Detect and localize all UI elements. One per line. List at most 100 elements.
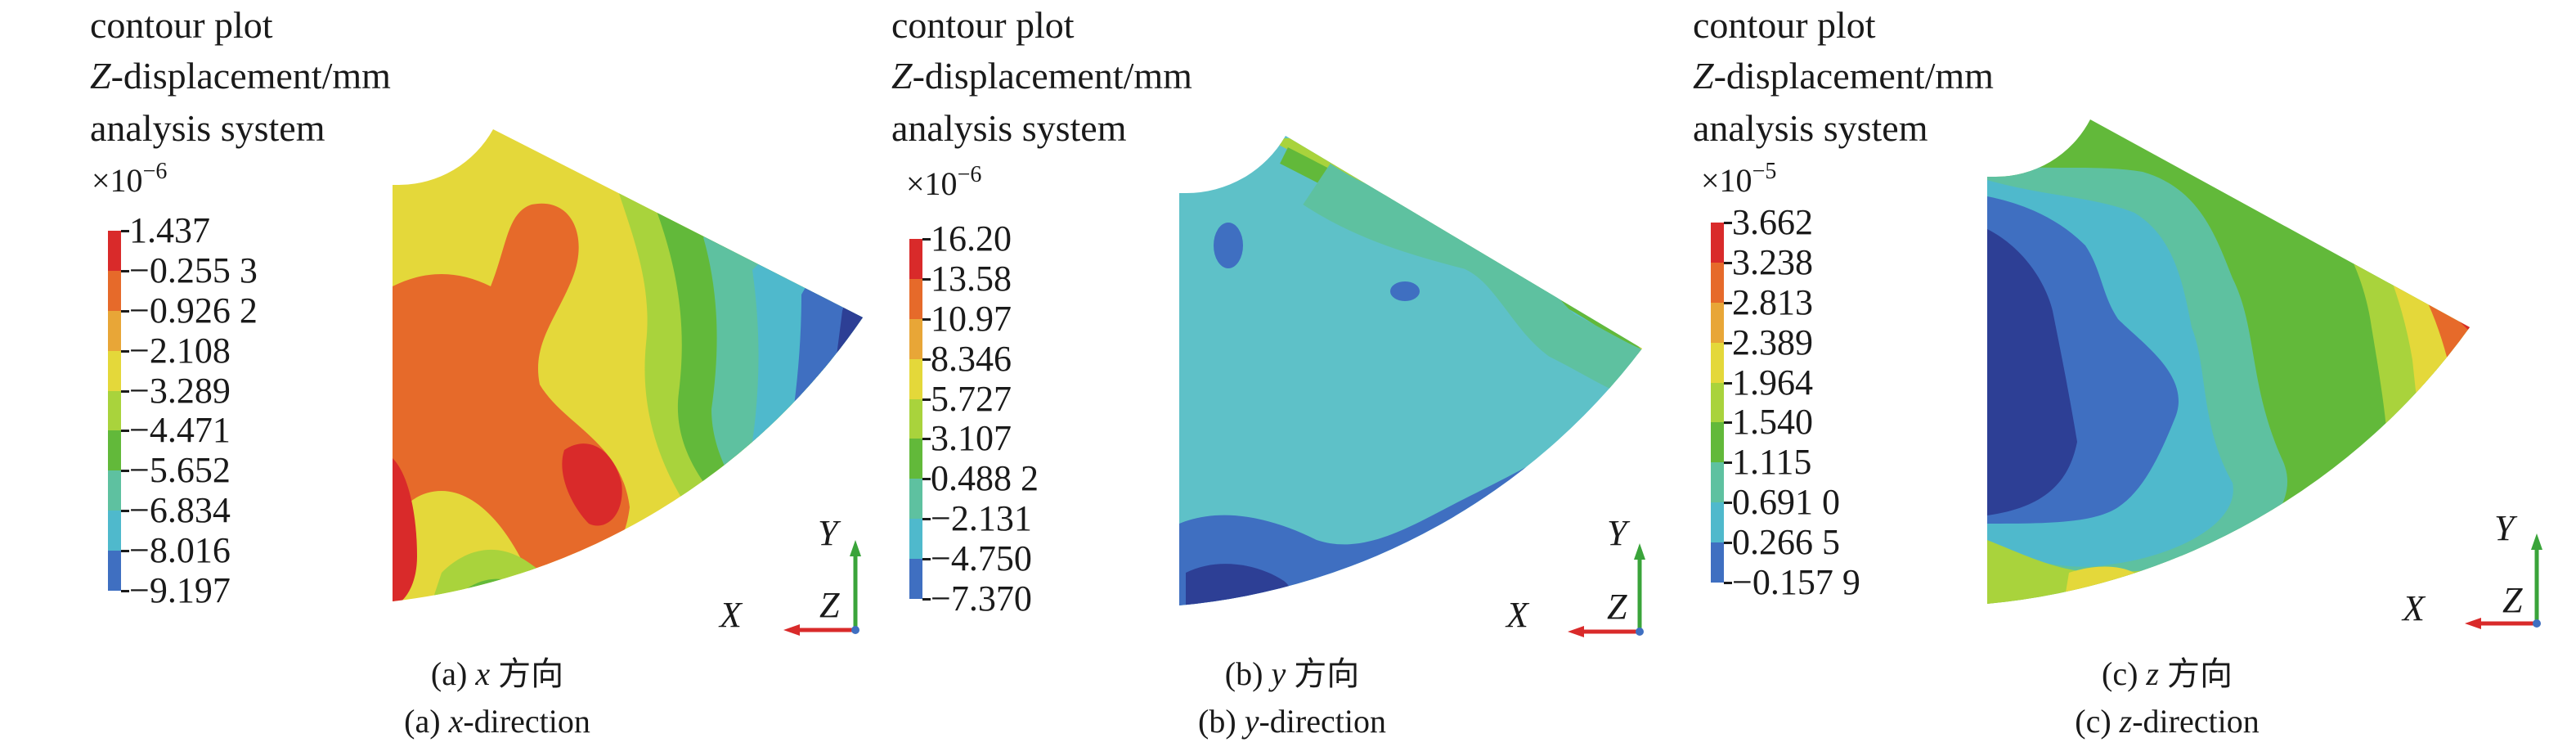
caption-en: (a) x-direction <box>211 705 783 738</box>
legend-color-segment <box>1711 223 1724 263</box>
legend-label: 16.20 <box>931 218 1012 259</box>
header-quantity-rest: -displacement/mm <box>912 55 1192 97</box>
legend-scale-exp: −5 <box>1752 159 1777 184</box>
caption-cn: (a) x 方向 <box>211 658 783 691</box>
band-red <box>1619 315 1642 335</box>
legend-tick <box>1724 261 1732 264</box>
legend-label: −7.370 <box>931 578 1032 619</box>
legend-label: 0.266 5 <box>1732 522 1840 563</box>
caption-cn: (c) z 方向 <box>1881 658 2453 691</box>
caption-en-prefix: (b) <box>1198 703 1245 740</box>
band-darkblue <box>1987 229 2077 515</box>
legend-tick <box>1724 341 1732 344</box>
legend-tick <box>1724 582 1732 584</box>
legend-tick <box>121 430 129 433</box>
axis-triad <box>2465 533 2542 629</box>
legend-color-segment <box>909 358 922 399</box>
axis-x-label: X <box>1506 595 1528 635</box>
legend-tick <box>121 389 129 393</box>
axis-y-label: Y <box>818 513 838 553</box>
legend-color-segment <box>108 270 121 311</box>
legend-label: 3.662 <box>1732 202 1813 242</box>
legend-label: 10.97 <box>931 298 1012 339</box>
legend-scale-base: ×10 <box>906 165 958 202</box>
legend-tick <box>1724 222 1732 224</box>
legend-label: −0.255 3 <box>129 250 258 290</box>
legend-label: −2.108 <box>129 330 231 371</box>
header-title: contour plot <box>90 4 273 46</box>
legend-label: 5.727 <box>931 378 1012 419</box>
legend-color-segment <box>909 278 922 319</box>
legend-tick <box>1724 421 1732 425</box>
panel-z-direction: contour plot Z-displacement/mm analysis … <box>1693 0 2576 747</box>
legend-color-segment <box>108 430 121 471</box>
legend-color-segment <box>909 318 922 359</box>
legend-tick <box>121 470 129 473</box>
legend-color-segment <box>108 231 121 271</box>
legend-label: 2.813 <box>1732 281 1813 322</box>
legend-color-segment <box>108 470 121 511</box>
legend-label: 1.964 <box>1732 362 1813 403</box>
legend-tick <box>1724 542 1732 545</box>
legend-label: 1.115 <box>1732 442 1812 483</box>
caption-cn-suffix: 方向 <box>490 655 564 692</box>
legend-tick <box>121 230 129 232</box>
caption-en-var: z <box>2119 703 2133 740</box>
legend-color-segment <box>1711 382 1724 423</box>
caption-en-prefix: (a) <box>404 703 449 740</box>
legend-label: −9.197 <box>129 570 231 610</box>
caption-cn-var: z <box>2146 655 2159 692</box>
legend-color-segment <box>1711 262 1724 303</box>
contour-plot-y <box>1179 136 1645 637</box>
caption-cn-var: x <box>475 655 491 692</box>
legend-tick <box>121 349 129 353</box>
caption-en-suffix: -direction <box>1259 703 1386 740</box>
band-red-edge <box>393 458 417 601</box>
caption-cn-prefix: (a) <box>430 655 476 692</box>
legend-color-segment <box>909 398 922 439</box>
legend-tick <box>1724 301 1732 304</box>
caption-en-suffix: -direction <box>2132 703 2260 740</box>
legend-tick <box>922 317 931 321</box>
caption-en: (c) z-direction <box>1881 705 2453 738</box>
header-quantity: Z-displacement/mm <box>90 57 391 95</box>
legend-tick <box>1724 381 1732 385</box>
caption-en-var: x <box>448 703 464 740</box>
legend-scale-base: ×10 <box>92 162 143 199</box>
header-title: contour plot <box>1693 4 1876 46</box>
legend-color-segment <box>909 479 922 520</box>
legend-label: 1.437 <box>129 210 210 250</box>
legend-label: −0.926 2 <box>129 290 258 331</box>
legend-color-segment <box>1711 422 1724 463</box>
legend-colorbar <box>909 239 922 599</box>
header-system: analysis system <box>891 107 1127 149</box>
legend-tick <box>922 438 931 441</box>
header-quantity-var: Z <box>891 55 913 97</box>
axis-z-label: Z <box>2502 580 2523 620</box>
axis-x-label: X <box>2403 588 2425 628</box>
legend-scale-exp: −6 <box>142 159 168 184</box>
legend-color-segment <box>1711 342 1724 383</box>
legend-tick <box>922 277 931 281</box>
header-quantity-var: Z <box>1693 55 1714 97</box>
legend-tick <box>922 518 931 521</box>
legend-tick <box>121 510 129 513</box>
header-system: analysis system <box>1693 107 1928 149</box>
axis-z-label: Z <box>1607 587 1627 627</box>
header-title: contour plot <box>891 4 1075 46</box>
legend-tick <box>121 550 129 553</box>
legend-scale: ×10−5 <box>1701 160 1776 197</box>
legend-color-segment <box>1711 462 1724 503</box>
legend-label: 2.389 <box>1732 322 1813 362</box>
axis-x-label: X <box>720 595 742 635</box>
legend-label: 8.346 <box>931 338 1012 379</box>
caption-cn-var: y <box>1271 655 1286 692</box>
legend-color-segment <box>909 439 922 479</box>
axis-z-label: Z <box>819 585 840 625</box>
legend-color-segment <box>909 519 922 560</box>
legend-colorbar <box>1711 223 1724 583</box>
caption-cn-prefix: (b) <box>1224 655 1272 692</box>
caption-cn: (b) y 方向 <box>1006 658 1578 691</box>
legend-label: 3.107 <box>931 418 1012 459</box>
header-quantity: Z-displacement/mm <box>1693 57 1994 95</box>
